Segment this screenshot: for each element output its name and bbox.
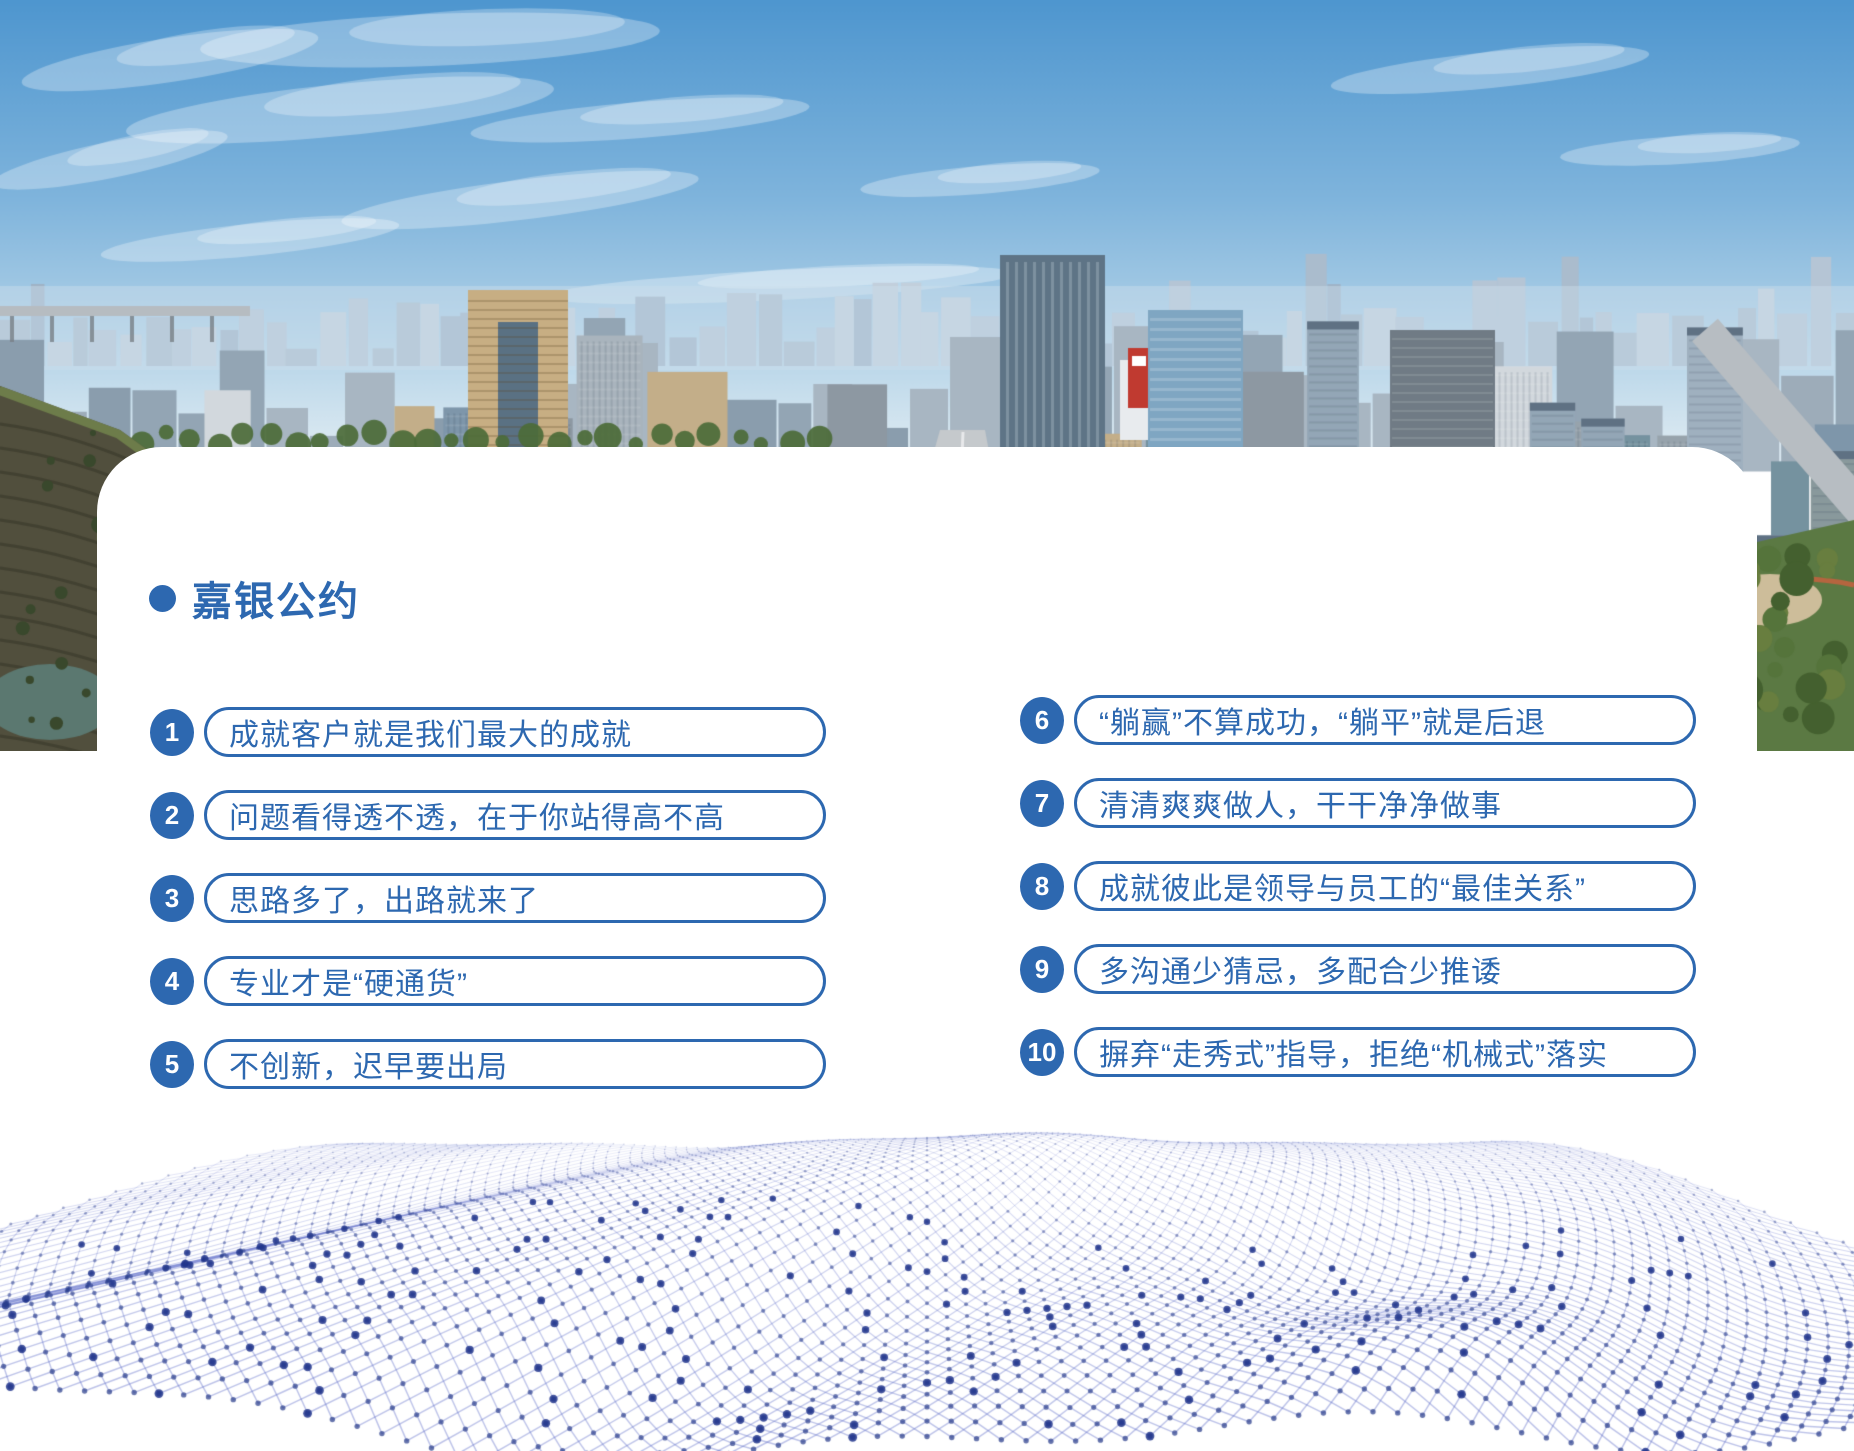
item-text: 成就彼此是领导与员工的“最佳关系”: [1099, 873, 1586, 906]
item-number-badge: 7: [1020, 779, 1064, 827]
pact-item-3: 3 思路多了，出路就来了: [150, 873, 826, 923]
section-title: 嘉银公约: [149, 569, 360, 627]
item-pill: 成就客户就是我们最大的成就: [204, 707, 826, 757]
item-number-badge: 9: [1020, 945, 1064, 993]
content-card: 嘉银公约 1 成就客户就是我们最大的成就 2 问题看得透不透，在于你站得高不高 …: [97, 447, 1757, 1147]
item-text: 专业才是“硬通货”: [229, 968, 468, 1001]
pact-item-9: 9 多沟通少猜忌，多配合少推诿: [1020, 944, 1696, 994]
pact-list-right: 6 “躺赢”不算成功，“躺平”就是后退 7 清清爽爽做人，干干净净做事 8 成就…: [1020, 695, 1696, 1110]
item-text: 摒弃“走秀式”指导，拒绝“机械式”落实: [1099, 1039, 1608, 1072]
pact-list-left: 1 成就客户就是我们最大的成就 2 问题看得透不透，在于你站得高不高 3 思路多…: [150, 707, 826, 1122]
item-pill: 问题看得透不透，在于你站得高不高: [204, 790, 826, 840]
mesh-decoration: [0, 1128, 1854, 1451]
item-text: “躺赢”不算成功，“躺平”就是后退: [1099, 707, 1546, 740]
pact-item-8: 8 成就彼此是领导与员工的“最佳关系”: [1020, 861, 1696, 911]
pact-item-10: 10 摒弃“走秀式”指导，拒绝“机械式”落实: [1020, 1027, 1696, 1077]
item-pill: 思路多了，出路就来了: [204, 873, 826, 923]
pact-item-5: 5 不创新，迟早要出局: [150, 1039, 826, 1089]
bullet-dot-icon: [149, 584, 176, 612]
item-number-badge: 3: [150, 874, 194, 922]
item-pill: “躺赢”不算成功，“躺平”就是后退: [1074, 695, 1696, 745]
pact-item-1: 1 成就客户就是我们最大的成就: [150, 707, 826, 757]
item-text: 不创新，迟早要出局: [229, 1051, 508, 1084]
item-number-badge: 8: [1020, 862, 1064, 910]
item-number-badge: 4: [150, 957, 194, 1005]
item-text: 问题看得透不透，在于你站得高不高: [229, 802, 725, 835]
item-pill: 不创新，迟早要出局: [204, 1039, 826, 1089]
item-text: 多沟通少猜忌，多配合少推诿: [1099, 956, 1502, 989]
pact-item-7: 7 清清爽爽做人，干干净净做事: [1020, 778, 1696, 828]
page-title: 嘉银公约: [192, 580, 360, 624]
item-number-badge: 5: [150, 1040, 194, 1088]
pact-item-2: 2 问题看得透不透，在于你站得高不高: [150, 790, 826, 840]
item-number-badge: 6: [1020, 696, 1064, 744]
item-pill: 摒弃“走秀式”指导，拒绝“机械式”落实: [1074, 1027, 1696, 1077]
item-text: 思路多了，出路就来了: [229, 885, 539, 918]
item-pill: 多沟通少猜忌，多配合少推诿: [1074, 944, 1696, 994]
item-number-badge: 1: [150, 708, 194, 756]
pact-item-4: 4 专业才是“硬通货”: [150, 956, 826, 1006]
item-text: 清清爽爽做人，干干净净做事: [1099, 790, 1502, 823]
item-pill: 专业才是“硬通货”: [204, 956, 826, 1006]
item-number-badge: 10: [1020, 1028, 1064, 1076]
item-number-badge: 2: [150, 791, 194, 839]
pact-item-6: 6 “躺赢”不算成功，“躺平”就是后退: [1020, 695, 1696, 745]
item-pill: 成就彼此是领导与员工的“最佳关系”: [1074, 861, 1696, 911]
item-text: 成就客户就是我们最大的成就: [229, 719, 632, 752]
item-pill: 清清爽爽做人，干干净净做事: [1074, 778, 1696, 828]
